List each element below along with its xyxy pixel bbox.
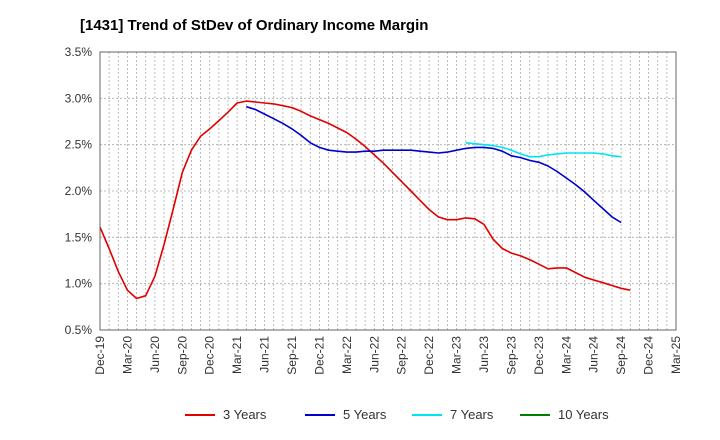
chart-title: [1431] Trend of StDev of Ordinary Income… [80,17,428,34]
x-tick-label: Jun-23 [477,336,491,373]
x-tick-label: Sep-24 [614,336,628,375]
x-tick-label: Dec-24 [642,336,656,375]
legend: 3 Years 5 Years 7 Years 10 Years [185,407,609,422]
x-tick-label: Jun-24 [587,336,601,373]
x-tick-label: Mar-20 [120,336,134,374]
x-tick-label: Sep-22 [395,336,409,375]
series-line-5-years [246,105,622,224]
legend-label-3-years: 3 Years [223,407,267,422]
y-tick-label: 2.5% [65,138,93,152]
y-tick-label: 1.5% [65,230,93,244]
y-tick-label: 3.5% [65,45,93,59]
x-tick-label: Mar-21 [230,336,244,374]
series-line-7-years [465,142,622,158]
series-line-3-years [99,100,631,300]
legend-label-5-years: 5 Years [343,407,387,422]
y-tick-label: 1.0% [65,277,93,291]
series-lines [99,100,631,300]
y-tick-label: 2.0% [65,184,93,198]
x-tick-label: Mar-22 [340,336,354,374]
y-tick-label: 3.0% [65,91,93,105]
x-tick-label: Sep-20 [175,336,189,375]
x-tick-label: Mar-23 [450,336,464,374]
x-tick-label: Dec-20 [203,336,217,375]
x-tick-label: Jun-22 [367,336,381,373]
x-tick-label: Mar-25 [669,336,683,374]
x-tick-label: Jun-21 [258,336,272,373]
x-axis-ticks: Dec-19 Mar-20 Jun-20 Sep-20 Dec-20 Mar-21 Jun-… [93,336,683,375]
plot-frame [99,51,677,331]
x-tick-label: Dec-23 [532,336,546,375]
y-tick-label: 0.5% [65,323,93,337]
legend-label-7-years: 7 Years [450,407,494,422]
x-tick-label: Dec-22 [422,336,436,375]
x-tick-label: Mar-24 [559,336,573,374]
x-tick-label: Sep-21 [285,336,299,375]
x-tick-label: Jun-20 [148,336,162,373]
grid [100,52,676,330]
x-tick-label: Dec-21 [312,336,326,375]
legend-label-10-years: 10 Years [558,407,609,422]
x-tick-label: Dec-19 [93,336,107,375]
x-tick-label: Sep-23 [504,336,518,375]
y-axis-ticks: 0.5% 1.0% 1.5% 2.0% 2.5% 3.0% 3.5% [65,45,93,337]
